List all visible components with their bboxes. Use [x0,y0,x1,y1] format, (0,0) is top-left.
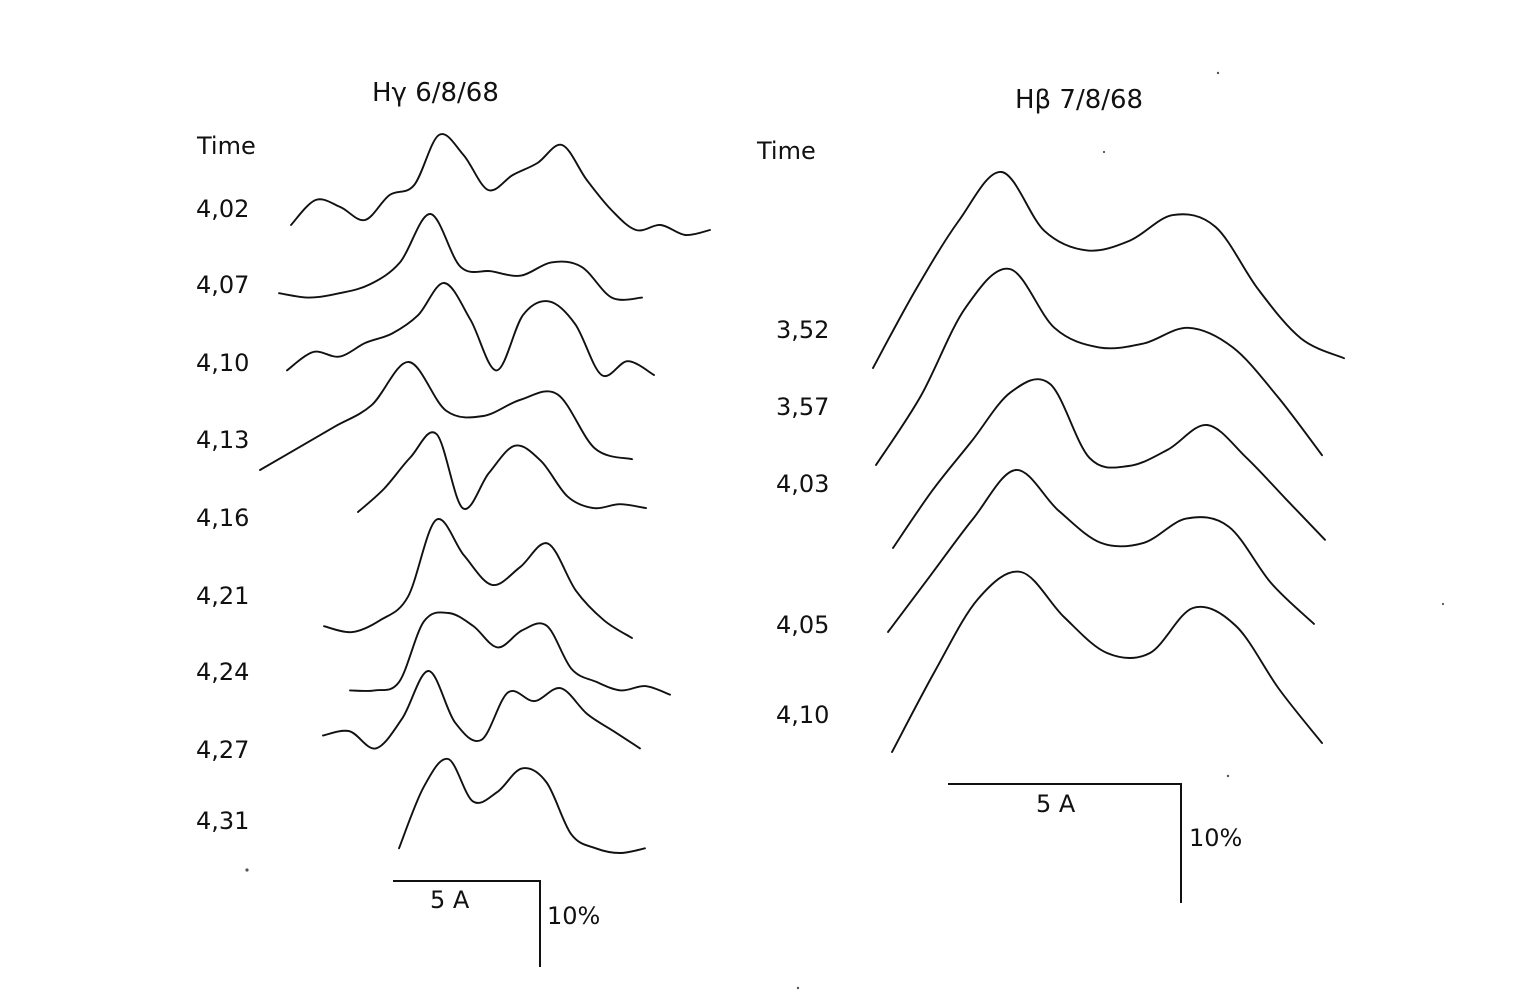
hgamma-time-label: 4,07 [196,271,249,299]
hgamma-time-labels: 4,02 4,07 4,10 4,13 4,16 4,21 4,24 4,27 4,31 [196,195,249,835]
hbeta-time-header: Time [756,137,816,165]
hbeta-profile-3-57 [875,267,1323,466]
hbeta-time-labels: 3,52 3,57 4,03 4,05 4,10 [776,316,829,729]
hgamma-time-label: 4,02 [196,195,249,223]
hbeta-time-label: 3,57 [776,393,829,421]
hgamma-scale-bar: 5 A 10% [393,880,600,967]
hbeta-profile-4-10 [891,570,1323,753]
speck [1441,602,1445,606]
hbeta-time-label: 4,03 [776,470,829,498]
hgamma-profiles [259,133,711,854]
hbeta-scale-bar: 5 A 10% [948,783,1242,903]
hgamma-time-label: 4,16 [196,504,249,532]
hgamma-time-label: 4,10 [196,349,249,377]
hgamma-panel: Hγ 6/8/68 Time 4,024,074,104,134,164,214… [196,78,711,967]
hgamma-time-label: 4,27 [196,736,249,764]
hgamma-profile-4-07 [278,213,643,301]
speck [796,986,800,990]
hgamma-profile-4-21 [323,518,633,639]
hbeta-title: Hβ 7/8/68 [1015,85,1143,115]
hgamma-scale-lines [393,880,541,967]
speck [245,868,249,872]
hbeta-scale-intensity: 10% [1189,824,1242,852]
hgamma-profile-4-24 [349,611,671,696]
hbeta-profiles [872,171,1345,753]
hgamma-profile-4-10 [286,282,655,378]
scan-specks [245,71,1445,990]
hgamma-time-label: 4,13 [196,426,249,454]
hgamma-profile-4-02 [290,133,711,236]
hbeta-time-label: 3,52 [776,316,829,344]
hgamma-title: Hγ 6/8/68 [372,78,499,108]
hgamma-profile-4-16 [357,431,647,513]
hgamma-scale-wavelength: 5 A [430,886,470,914]
hbeta-scale-lines [948,783,1182,903]
hgamma-time-label: 4,24 [196,658,249,686]
hgamma-profile-4-31 [398,757,646,854]
hbeta-profile-4-03 [892,378,1326,549]
hgamma-scale-intensity: 10% [547,902,600,930]
hbeta-scale-wavelength: 5 A [1036,790,1076,818]
hgamma-time-label: 4,21 [196,582,249,610]
hgamma-profile-4-27 [322,670,641,750]
speck [1102,150,1106,154]
hgamma-time-label: 4,31 [196,807,249,835]
speck [1226,774,1230,778]
speck [1216,71,1220,75]
hbeta-time-label: 4,05 [776,611,829,639]
hbeta-panel: Hβ 7/8/68 Time 3,52 3,57 4,03 4,05 4,10 5 A … [756,85,1345,903]
hbeta-profile-3-52 [872,171,1345,369]
hgamma-time-header: Time [196,132,256,160]
hbeta-time-label: 4,10 [776,701,829,729]
hgamma-profile-4-13 [259,361,633,471]
hbeta-profile-4-05 [887,469,1315,633]
